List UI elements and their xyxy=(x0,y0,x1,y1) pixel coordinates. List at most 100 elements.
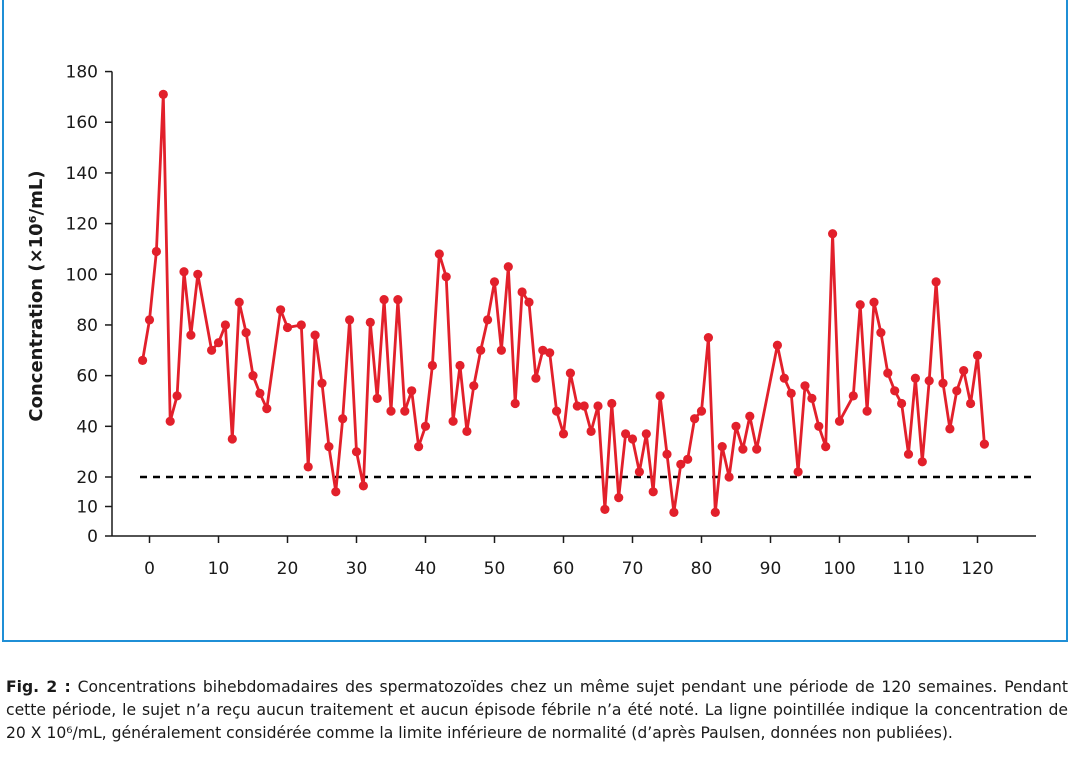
data-point xyxy=(862,406,872,416)
data-point xyxy=(745,411,755,421)
data-point xyxy=(945,424,955,434)
data-point xyxy=(931,277,941,287)
data-point xyxy=(545,348,555,358)
data-point xyxy=(296,320,306,330)
data-point xyxy=(972,350,983,360)
data-point xyxy=(966,398,976,409)
x-tick-label: 100 xyxy=(823,559,855,579)
data-point xyxy=(821,442,831,452)
data-point xyxy=(372,393,382,403)
x-tick-label: 10 xyxy=(208,559,230,579)
data-point xyxy=(393,295,403,305)
data-point xyxy=(696,406,707,416)
data-point xyxy=(138,355,148,365)
data-point xyxy=(786,388,796,398)
data-point xyxy=(517,287,527,297)
data-point xyxy=(414,442,424,452)
figure-caption: Fig. 2 : Concentrations bihebdomadaires … xyxy=(6,676,1068,772)
data-point xyxy=(179,267,189,277)
data-point xyxy=(855,300,865,310)
data-point xyxy=(834,416,845,426)
data-point xyxy=(565,368,576,378)
y-tick-label: 160 xyxy=(66,113,98,133)
data-point xyxy=(738,444,748,454)
data-point xyxy=(455,360,465,371)
data-point xyxy=(717,442,727,452)
data-point xyxy=(193,269,203,279)
data-point xyxy=(627,434,638,444)
data-point xyxy=(338,414,348,424)
data-point xyxy=(724,472,734,482)
data-point xyxy=(876,328,886,338)
data-point xyxy=(669,507,679,517)
data-point xyxy=(207,345,217,355)
data-point xyxy=(690,414,700,424)
data-point xyxy=(621,429,631,439)
line-chart: 0 10 20 40 60 80 100 120 140 160 180 0 10 20 30 40 50 60… xyxy=(26,63,1036,579)
data-point xyxy=(158,89,168,99)
data-point xyxy=(903,449,914,459)
x-tick-label: 70 xyxy=(622,559,644,579)
data-point xyxy=(324,442,334,452)
data-point xyxy=(579,401,589,411)
data-point xyxy=(897,398,907,409)
data-point xyxy=(213,338,224,348)
data-point xyxy=(303,462,313,472)
data-point xyxy=(282,322,293,333)
data-point xyxy=(676,459,686,469)
data-point xyxy=(186,330,196,340)
data-point xyxy=(890,386,900,396)
y-axis-label: Concentration (×10⁶/mL) xyxy=(26,170,47,421)
data-point xyxy=(814,421,824,431)
data-point xyxy=(144,315,155,325)
y-tick-label: 60 xyxy=(76,367,98,387)
data-point xyxy=(634,467,645,477)
data-point xyxy=(772,340,783,350)
data-point xyxy=(434,249,444,259)
y-tick-label: 180 xyxy=(66,63,98,83)
data-point xyxy=(262,404,272,414)
data-point xyxy=(828,229,838,239)
x-tick-label: 0 xyxy=(144,559,155,579)
data-point xyxy=(358,481,368,491)
data-point xyxy=(731,421,741,431)
y-tick-label: 100 xyxy=(66,265,98,285)
data-point xyxy=(165,416,175,426)
x-tick-label: 110 xyxy=(892,559,924,579)
data-point xyxy=(241,328,251,338)
data-point xyxy=(662,449,672,459)
data-point xyxy=(462,426,472,436)
data-point xyxy=(600,504,610,514)
data-point xyxy=(365,317,375,327)
data-point xyxy=(952,386,962,396)
data-point xyxy=(310,330,320,340)
data-point xyxy=(441,272,451,282)
data-point xyxy=(379,295,389,305)
data-point xyxy=(448,416,458,426)
data-point xyxy=(427,360,437,371)
data-point xyxy=(510,398,520,409)
x-tick-label: 80 xyxy=(691,559,713,579)
data-point xyxy=(586,426,596,436)
data-point xyxy=(276,305,286,315)
data-point xyxy=(351,447,362,457)
data-point xyxy=(469,381,479,391)
data-point xyxy=(558,429,569,439)
caption-label: Fig. 2 : xyxy=(6,678,71,696)
x-axis: 0 10 20 30 40 50 60 70 80 90 100 110 120 xyxy=(112,535,1036,579)
y-tick-label: 0 xyxy=(87,527,98,547)
data-point xyxy=(593,401,603,411)
data-point xyxy=(807,393,817,403)
x-tick-label: 60 xyxy=(553,559,575,579)
data-point xyxy=(779,373,789,383)
data-point xyxy=(848,391,858,401)
data-point xyxy=(489,277,500,287)
data-point xyxy=(496,345,506,355)
data-point xyxy=(752,444,762,454)
data-point xyxy=(959,366,969,376)
data-point xyxy=(503,262,513,272)
data-point xyxy=(938,378,948,388)
data-point xyxy=(476,345,486,355)
data-point xyxy=(317,378,327,388)
data-point xyxy=(255,388,265,398)
